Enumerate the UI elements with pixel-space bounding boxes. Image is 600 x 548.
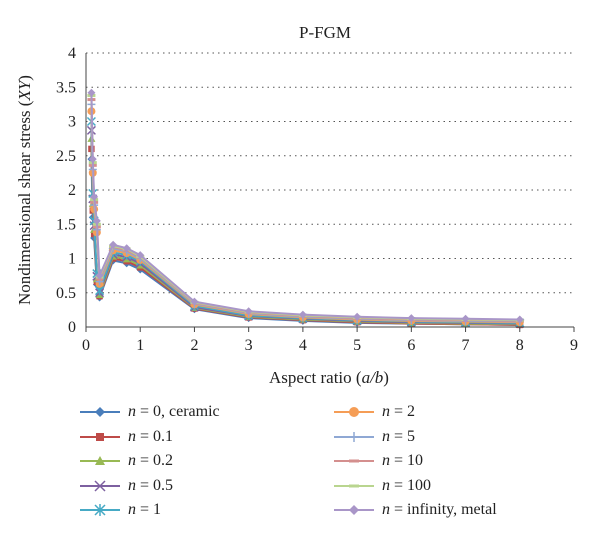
data-point [109,240,118,249]
y-tick-label: 2.5 [56,148,76,165]
x-tick-label: 6 [407,337,415,354]
series-0 [87,155,524,329]
legend-swatch [80,504,120,516]
x-tick-label: 0 [82,337,90,354]
series-8 [87,93,524,322]
x-axis: 0 1 2 3 4 5 6 7 8 9 [82,326,578,354]
chart-grid [86,52,574,294]
series-5 [87,107,524,327]
legend-marker [349,505,359,515]
legend-marker [94,504,106,516]
x-tick-label: 4 [299,337,307,354]
x-tick-label: 1 [136,337,144,354]
legend-label: n = 100 [382,476,432,494]
y-axis-label: Nondimensional shear stress (XY) [15,75,34,305]
data-point [461,314,470,323]
legend-marker [95,456,105,465]
y-tick-label: 3.5 [56,79,76,96]
legend-swatch [80,479,120,492]
data-point [136,251,145,260]
legend-label: n = 0.1 [128,427,174,445]
y-axis: 0 0.5 1 1.5 2 2.5 3 3.5 4 [56,45,87,336]
series-line [90,138,520,326]
legend-swatch [334,459,374,463]
series-2 [87,134,524,328]
y-tick-label: 1 [68,251,76,268]
legend: n = 0, ceramic n = 0.1 n = 0.2 n = 0.5 n = 1… [80,400,540,540]
legend-marker [349,431,359,442]
data-point [407,314,416,323]
y-tick-label: 3 [68,114,76,131]
series-line [90,111,520,324]
y-tick-label: 1.5 [56,216,76,233]
series-line [90,148,520,326]
series-line [90,92,520,321]
legend-label: n = 0.2 [128,452,174,469]
legend-marker [95,407,105,417]
series-line [90,95,520,322]
data-point [244,307,253,316]
series-4 [86,116,525,328]
x-tick-label: 3 [245,337,253,354]
legend-label: n = infinity, metal [382,501,497,518]
chart-title: P-FGM [299,23,351,42]
legend-label: n = 1 [128,501,162,518]
x-tick-label: 7 [462,337,470,354]
legend-label: n = 5 [382,427,416,445]
series-1 [88,145,523,329]
series-9 [87,88,524,324]
y-tick-label: 0.5 [56,285,76,302]
series-line [90,130,520,325]
y-tick-label: 2 [68,182,76,199]
series-line [90,104,520,323]
legend-marker [349,484,359,487]
series-7 [87,98,524,323]
series-line [90,99,520,322]
plot-area [86,88,525,329]
legend-swatch [80,432,120,441]
legend-marker [349,407,359,417]
legend-swatch [334,505,374,515]
series-6 [87,100,524,326]
data-point [88,155,97,164]
legend-swatch [334,431,374,442]
series-3 [86,125,525,329]
legend-swatch [80,456,120,465]
x-tick-label: 8 [516,337,524,354]
legend-marker [96,432,104,441]
x-tick-label: 9 [570,337,578,354]
series-line [90,159,520,326]
data-point [90,192,99,201]
legend-swatch [334,407,374,417]
data-point [353,312,362,321]
x-axis-label: Aspect ratio (a/b) [269,368,389,387]
data-point [515,315,524,324]
legend-swatch [334,484,374,487]
data-point [190,297,199,306]
data-point [122,244,131,253]
data-point [298,310,307,319]
data-point [95,271,104,280]
legend-label: n = 2 [382,403,416,420]
legend-marker [349,459,359,463]
y-tick-label: 0 [68,319,76,336]
data-point [92,216,101,225]
legend-label: n = 0, ceramic [128,403,220,420]
x-tick-label: 2 [190,337,198,354]
legend-label: n = 0.5 [128,476,174,494]
data-point [87,88,96,97]
x-tick-label: 5 [353,337,361,354]
legend-marker [94,479,106,492]
legend-label: n = 10 [382,452,424,469]
y-tick-label: 4 [68,45,76,62]
legend-swatch [80,407,120,417]
